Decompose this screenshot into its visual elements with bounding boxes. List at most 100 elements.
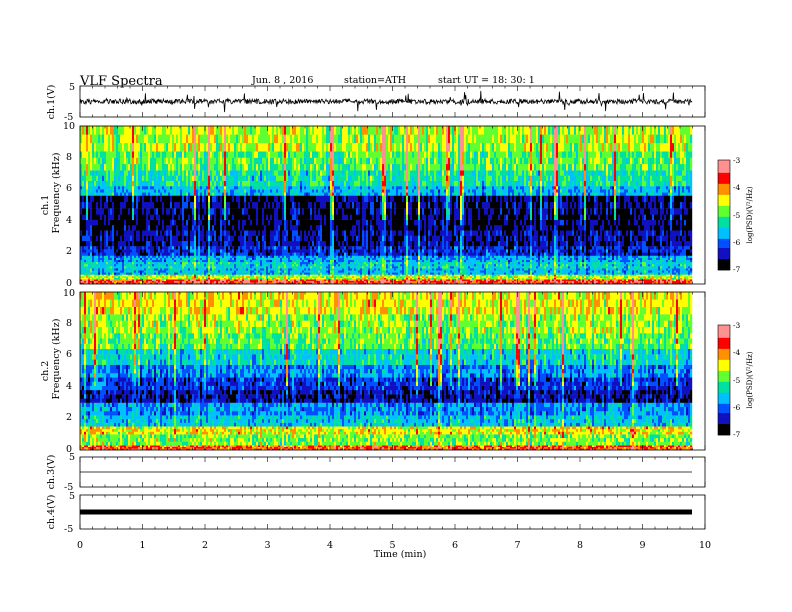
- ch1-spectrogram-cell: [90, 275, 92, 277]
- ch1-spectrogram-cell: [108, 208, 110, 215]
- ch1-spectrogram-cell: [86, 256, 88, 258]
- ch1-spectrogram-cell: [96, 189, 98, 192]
- ch1-spectrogram-cell: [162, 126, 164, 135]
- ch1-spectrogram-cell: [126, 252, 128, 255]
- ch1-spectrogram-cell: [130, 278, 132, 280]
- ch1-spectrogram-cell: [114, 264, 116, 266]
- ch1-spectrogram-cell: [192, 236, 194, 241]
- ch1-spectrogram-cell: [140, 158, 142, 165]
- ch1-spectrogram-cell: [184, 266, 186, 268]
- ch1-spectrogram-cell: [112, 189, 114, 192]
- ch1-spectrogram-cell: [142, 275, 144, 277]
- ch1-spectrogram-cell: [98, 278, 100, 280]
- ch1-spectrogram-cell: [94, 186, 96, 189]
- ch1-spectrogram-cell: [190, 143, 192, 152]
- ch1-spectrogram-cell: [148, 262, 150, 264]
- ch1-spectrogram-cell: [132, 189, 134, 192]
- ch1-spectrogram-cell: [172, 252, 174, 255]
- ch1-spectrogram-cell: [136, 262, 138, 264]
- ch1-spectrogram-cell: [150, 278, 152, 280]
- ch1-spectrogram-cell: [120, 249, 122, 252]
- ch1-spectrogram-cell: [154, 143, 156, 152]
- ch1-spectrogram-cell: [140, 241, 142, 246]
- ch1-spectrogram-cell: [160, 225, 162, 230]
- ch1-spectrogram-cell: [90, 220, 92, 225]
- ch1-spectrogram-cell: [114, 151, 116, 158]
- ch1-spectrogram-cell: [130, 262, 132, 264]
- ch1-spectrogram-cell: [162, 272, 164, 274]
- ch1-spectrogram-cell: [170, 208, 172, 215]
- ch1-spectrogram-cell: [130, 126, 132, 135]
- ch1-spectrogram-cell: [192, 143, 194, 152]
- ch1-spectrogram-cell: [114, 220, 116, 225]
- ch1-spectrogram-cell: [134, 262, 136, 264]
- ch1-spectrogram-cell: [190, 230, 192, 235]
- ch1-spectrogram-cell: [102, 176, 104, 181]
- ch1-spectrogram-cell: [174, 236, 176, 241]
- ch1-spectrogram-cell: [188, 202, 190, 209]
- ch1-spectrogram-cell: [150, 256, 152, 258]
- ch1-spectrogram-cell: [146, 272, 148, 274]
- ch1-spectrogram-cell: [100, 278, 102, 280]
- ch1-spectrogram-cell: [194, 279, 196, 281]
- ch1-spectrogram-cell: [182, 278, 184, 280]
- ch1-spectrogram-cell: [182, 249, 184, 252]
- ch1-spectrogram-cell: [192, 208, 194, 215]
- ch1-spectrogram-cell: [134, 272, 136, 274]
- ch1-spectrogram-cell: [190, 220, 192, 225]
- ch1-spectrogram-cell: [180, 189, 182, 192]
- ch1-spectrogram-cell: [148, 241, 150, 246]
- ch1-spectrogram-cell: [148, 236, 150, 241]
- ch1-spectrogram-cell: [166, 202, 168, 209]
- ch1-spectrogram-cell: [138, 270, 140, 272]
- ch1-spectrogram-cell: [92, 272, 94, 274]
- ch1-spectrogram-cell: [86, 192, 88, 195]
- ch1-spectrogram-cell: [122, 164, 124, 171]
- ch1-spectrogram-cell: [166, 262, 168, 264]
- ch1-spectrogram-cell: [120, 208, 122, 215]
- ch1-spectrogram-cell: [112, 278, 114, 280]
- ch1-spectrogram-cell: [178, 249, 180, 252]
- ch1-waveform-trace: [80, 91, 692, 112]
- ch1-spectrogram-cell: [152, 208, 154, 215]
- ch1-spectrogram-cell: [188, 151, 190, 158]
- ch1-spectrogram-cell: [160, 143, 162, 152]
- ch1-spectrogram-cell: [182, 189, 184, 192]
- ch1-spectrogram-cell: [164, 225, 166, 230]
- ch1-spectrogram-cell: [104, 214, 106, 219]
- ch1-spectrogram-cell: [138, 208, 140, 215]
- ch1-spectrogram-cell: [82, 241, 84, 246]
- ch1-spectrogram-cell: [184, 189, 186, 192]
- ch1-spectrogram-cell: [150, 266, 152, 268]
- ch1-spectrogram-cell: [188, 264, 190, 266]
- ch1-spectrogram-cell: [146, 278, 148, 280]
- ch1-spectrogram-cell: [148, 192, 150, 195]
- ch1-spectrogram-cell: [126, 192, 128, 195]
- ch1-spectrogram-cell: [180, 186, 182, 189]
- ch1-spectrogram-cell: [166, 272, 168, 274]
- ch1-spectrogram-cell: [108, 126, 110, 135]
- ch1-spectrogram-cell: [186, 143, 188, 152]
- ch1-spectrogram-cell: [134, 151, 136, 158]
- ch1-spectrogram-cell: [168, 143, 170, 152]
- ch1-spectrogram-cell: [190, 151, 192, 158]
- ch1-spectrogram-cell: [146, 256, 148, 258]
- ch1-spectrogram-cell: [174, 225, 176, 230]
- ch1-spectrogram-cell: [92, 270, 94, 272]
- ch1-spectrogram-cell: [154, 220, 156, 225]
- ch1-spectrogram-cell: [160, 264, 162, 266]
- ch1-spectrogram-cell: [84, 158, 86, 165]
- ch1-spectrogram-cell: [116, 186, 118, 189]
- ch1-spectrogram-cell: [176, 189, 178, 192]
- ch1-spectrogram-cell: [158, 252, 160, 255]
- ch1-spectrogram-cell: [86, 268, 88, 270]
- ch1-spectrogram-cell: [154, 236, 156, 241]
- ch1-spectrogram-cell: [114, 208, 116, 215]
- ch1-spectrogram-cell: [146, 262, 148, 264]
- ch1-spectrogram-cell: [192, 241, 194, 246]
- ch1-spectrogram-cell: [150, 264, 152, 266]
- ch1-spectrogram-cell: [170, 258, 172, 260]
- ch1-spectrogram-cell: [138, 189, 140, 192]
- ch1-spectrogram-cell: [120, 246, 122, 249]
- ch1-spectrogram-cell: [108, 278, 110, 280]
